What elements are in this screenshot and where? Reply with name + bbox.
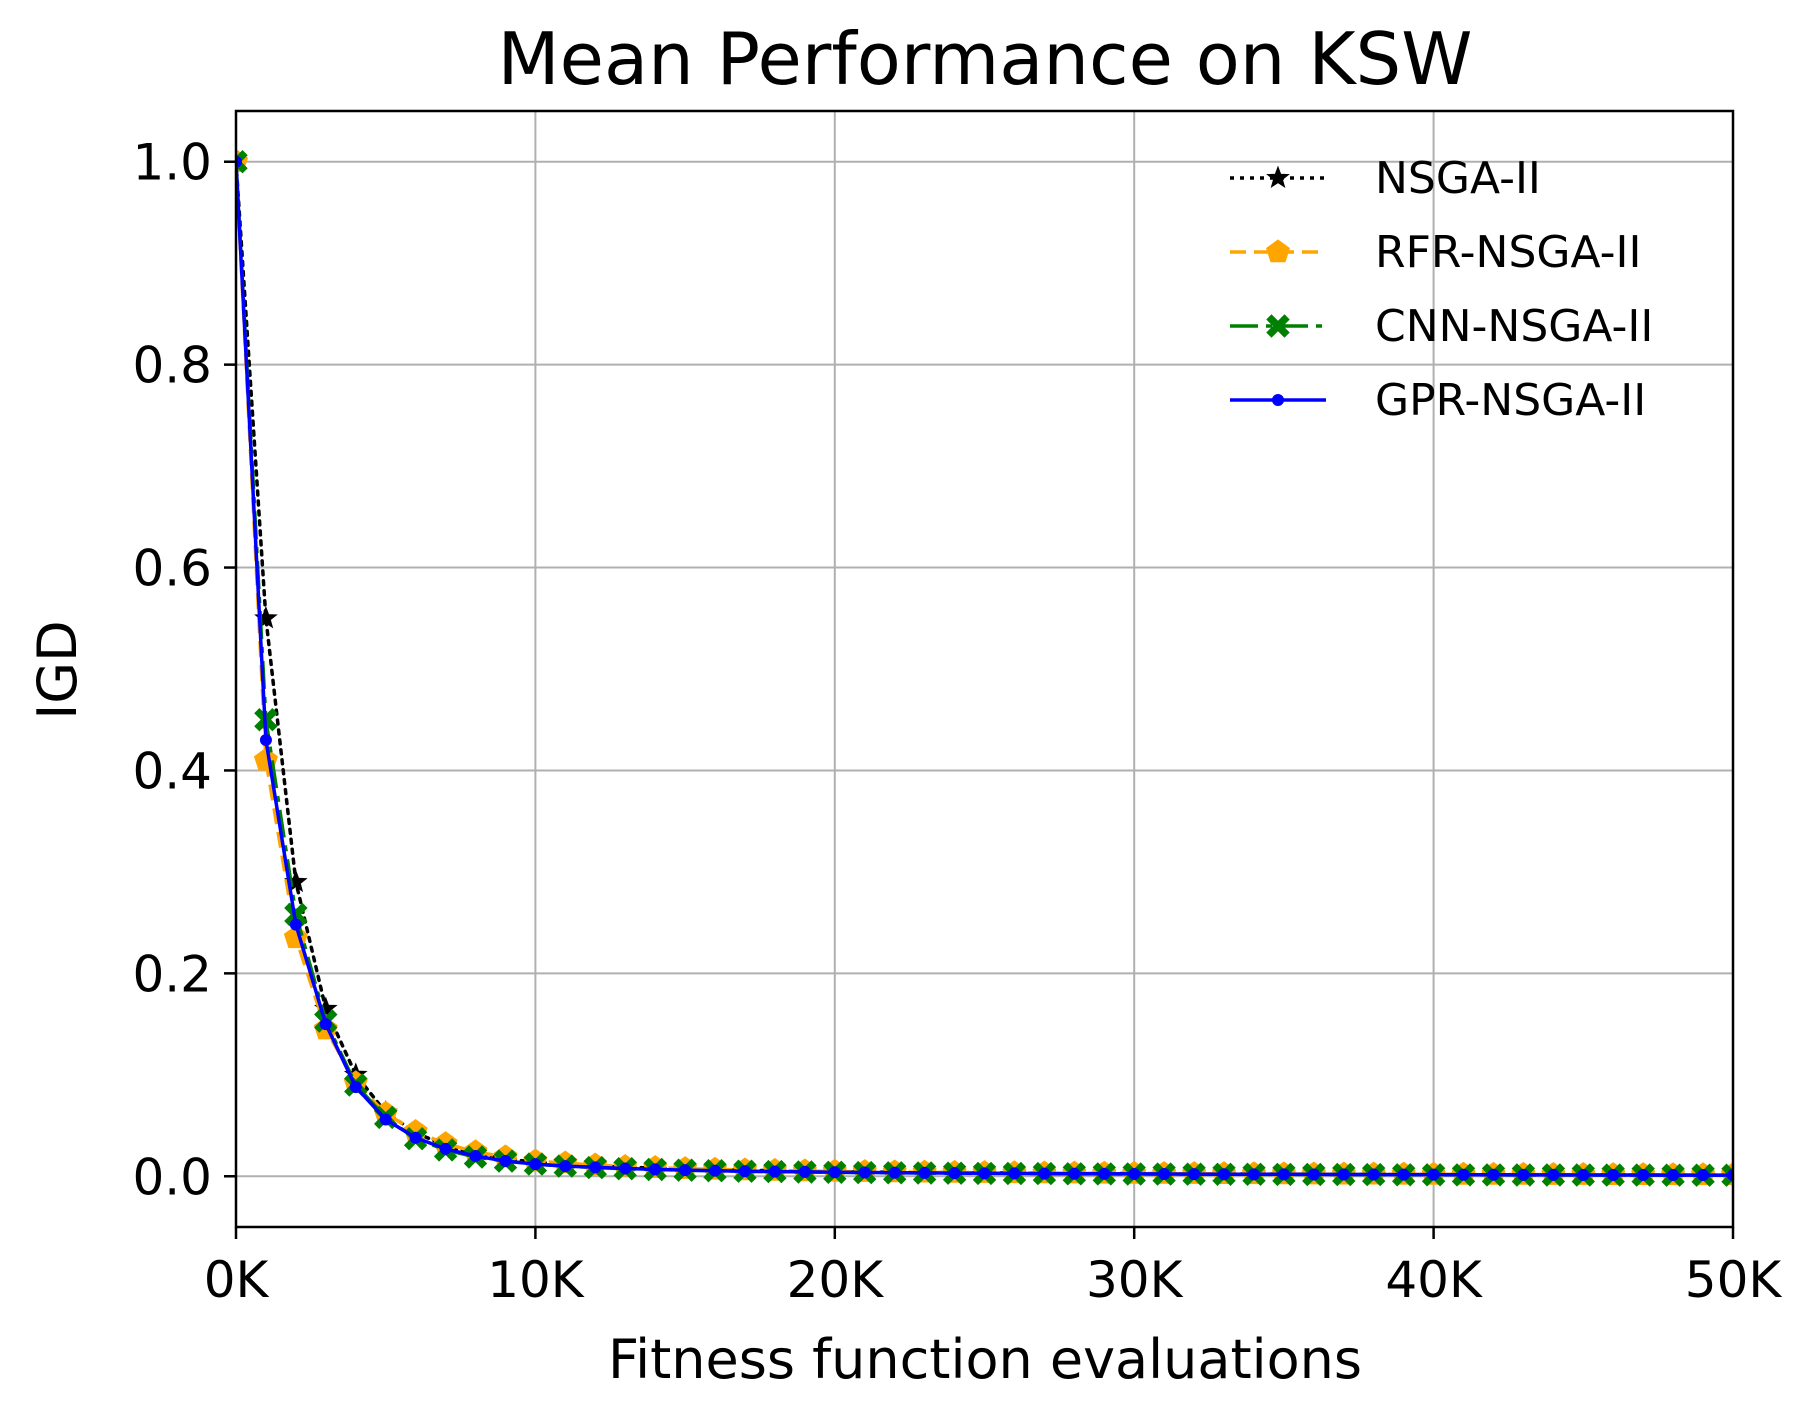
data-point-gpr-nsga-ii	[1397, 1168, 1410, 1181]
data-point-gpr-nsga-ii	[1637, 1168, 1650, 1181]
data-point-gpr-nsga-ii	[379, 1113, 392, 1126]
y-tick-label: 0.6	[132, 540, 212, 598]
y-tick-label: 0.2	[132, 945, 212, 1003]
data-point-gpr-nsga-ii	[918, 1166, 931, 1179]
plot-frame	[234, 109, 1735, 1229]
data-point-gpr-nsga-ii	[978, 1167, 991, 1180]
data-point-gpr-nsga-ii	[559, 1160, 572, 1173]
data-point-gpr-nsga-ii	[768, 1165, 781, 1178]
data-point-cnn-nsga-ii	[1721, 1163, 1733, 1187]
x-tick-label: 0K	[204, 1251, 270, 1309]
data-point-gpr-nsga-ii	[1697, 1169, 1710, 1182]
x-axis-label: Fitness function evaluations	[608, 1328, 1362, 1391]
data-point-gpr-nsga-ii	[1038, 1167, 1051, 1180]
data-point-gpr-nsga-ii	[1158, 1168, 1171, 1181]
x-tick-label: 10K	[487, 1251, 585, 1309]
data-point-gpr-nsga-ii	[1188, 1168, 1201, 1181]
data-point-gpr-nsga-ii	[858, 1166, 871, 1179]
data-point-gpr-nsga-ii	[589, 1161, 602, 1174]
y-axis-ticks: 0.0 0.2 0.4 0.6 0.8 1.0	[132, 134, 236, 1206]
data-point-gpr-nsga-ii	[1667, 1169, 1680, 1182]
legend-label: NSGA-II	[1375, 153, 1541, 204]
data-point-gpr-nsga-ii	[1307, 1168, 1320, 1181]
data-point-gpr-nsga-ii	[1337, 1168, 1350, 1181]
y-tick-label: 0.4	[132, 742, 212, 800]
data-point-gpr-nsga-ii	[649, 1163, 662, 1176]
data-point-gpr-nsga-ii	[619, 1162, 632, 1175]
legend-marker	[1266, 314, 1290, 338]
legend: NSGA-II RFR-NSGA-II CNN-NSGA-II GPR-NSGA-II	[1230, 153, 1653, 426]
y-tick-label: 0.8	[132, 337, 212, 395]
data-point-gpr-nsga-ii	[1098, 1167, 1111, 1180]
data-point-gpr-nsga-ii	[469, 1149, 482, 1162]
data-point-gpr-nsga-ii	[1427, 1168, 1440, 1181]
data-point-gpr-nsga-ii	[1487, 1168, 1500, 1181]
data-point-gpr-nsga-ii	[888, 1166, 901, 1179]
data-point-gpr-nsga-ii	[1517, 1168, 1530, 1181]
data-point-gpr-nsga-ii	[1068, 1167, 1081, 1180]
data-point-gpr-nsga-ii	[1577, 1168, 1590, 1181]
y-axis-label: IGD	[26, 620, 89, 719]
x-tick-label: 50K	[1685, 1251, 1783, 1309]
x-tick-label: 30K	[1086, 1251, 1184, 1309]
data-point-gpr-nsga-ii	[439, 1142, 452, 1155]
legend-label: RFR-NSGA-II	[1375, 227, 1641, 278]
legend-marker	[1266, 165, 1290, 189]
x-tick-label: 40K	[1385, 1251, 1483, 1309]
legend-item: CNN-NSGA-II	[1230, 301, 1653, 352]
data-point-gpr-nsga-ii	[1367, 1168, 1380, 1181]
data-point-gpr-nsga-ii	[709, 1164, 722, 1177]
data-point-gpr-nsga-ii	[1277, 1168, 1290, 1181]
data-point-gpr-nsga-ii	[289, 918, 302, 931]
x-tick-label: 20K	[787, 1251, 885, 1309]
data-point-gpr-nsga-ii	[1008, 1167, 1021, 1180]
data-point-gpr-nsga-ii	[679, 1164, 692, 1177]
legend-label: CNN-NSGA-II	[1375, 301, 1653, 352]
x-axis-ticks: 0K 10K 20K 30K 40K 50K	[204, 1227, 1783, 1309]
data-point-gpr-nsga-ii	[738, 1165, 751, 1178]
legend-item: RFR-NSGA-II	[1230, 227, 1641, 278]
data-point-gpr-nsga-ii	[828, 1166, 841, 1179]
data-point-gpr-nsga-ii	[1247, 1168, 1260, 1181]
data-point-gpr-nsga-ii	[409, 1131, 422, 1144]
data-point-gpr-nsga-ii	[499, 1155, 512, 1168]
data-point-gpr-nsga-ii	[948, 1167, 961, 1180]
series-layer	[236, 149, 1733, 1187]
data-point-gpr-nsga-ii	[349, 1080, 362, 1093]
data-point-gpr-nsga-ii	[529, 1158, 542, 1171]
data-point-gpr-nsga-ii	[1128, 1167, 1141, 1180]
data-point-gpr-nsga-ii	[1607, 1168, 1620, 1181]
data-point-gpr-nsga-ii	[319, 1018, 332, 1031]
data-point-gpr-nsga-ii	[1218, 1168, 1231, 1181]
y-tick-label: 1.0	[132, 134, 212, 192]
data-point-gpr-nsga-ii	[798, 1165, 811, 1178]
data-point-gpr-nsga-ii	[259, 734, 272, 747]
chart-title: Mean Performance on KSW	[498, 17, 1473, 101]
data-point-gpr-nsga-ii	[236, 155, 242, 168]
series-gpr-nsga-ii	[236, 155, 1733, 1182]
legend-marker	[1272, 394, 1284, 406]
legend-label: GPR-NSGA-II	[1375, 375, 1646, 426]
data-point-gpr-nsga-ii	[1727, 1169, 1733, 1182]
data-point-gpr-nsga-ii	[1547, 1168, 1560, 1181]
plot-area	[236, 149, 1733, 1187]
data-point-cnn-nsga-ii	[236, 149, 248, 174]
legend-item: GPR-NSGA-II	[1230, 375, 1646, 426]
y-tick-label: 0.0	[132, 1148, 212, 1206]
legend-marker	[1266, 239, 1290, 263]
data-point-gpr-nsga-ii	[1457, 1168, 1470, 1181]
legend-item: NSGA-II	[1230, 153, 1541, 204]
